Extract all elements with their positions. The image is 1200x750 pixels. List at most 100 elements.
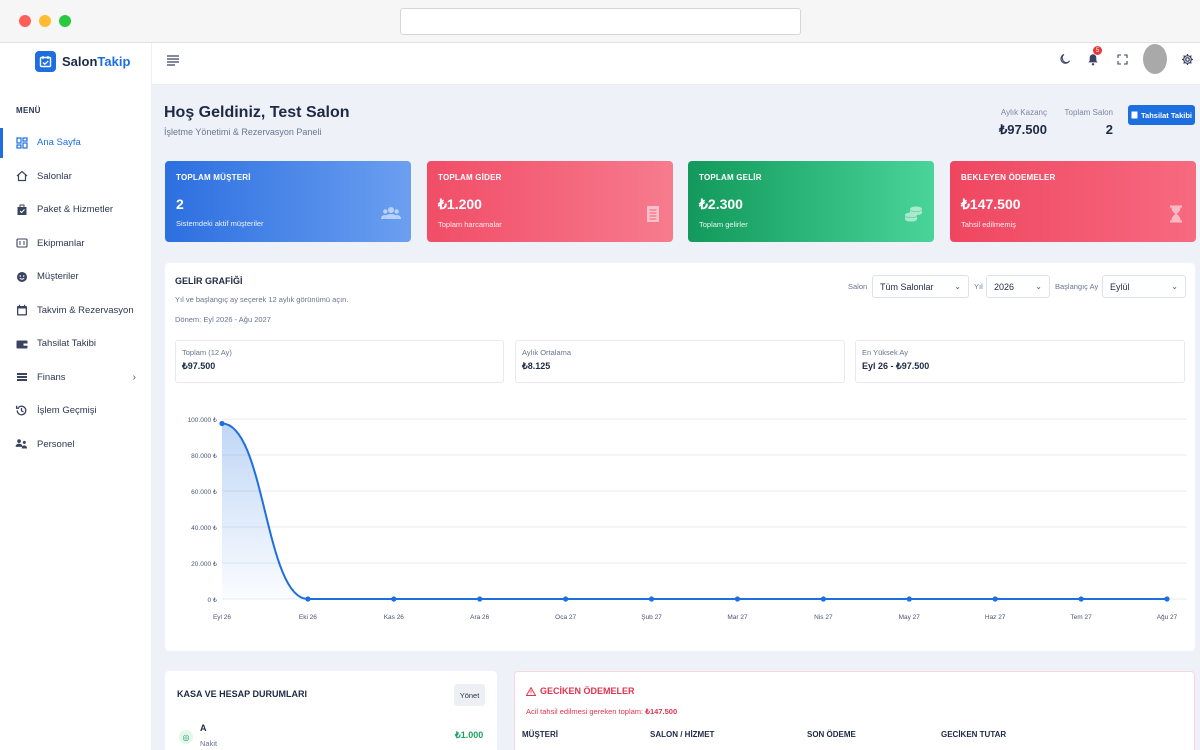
summary-value: ₺8.125 bbox=[522, 361, 551, 371]
card-subtitle: Sistemdeki aktif müşteriler bbox=[176, 219, 264, 228]
summary-value: ₺97.500 bbox=[182, 361, 216, 371]
sidebar-item-takvim-rezervasyon[interactable]: Takvim & Rezervasyon bbox=[0, 294, 151, 328]
data-point bbox=[992, 596, 998, 602]
warning-icon bbox=[526, 686, 536, 696]
column-header-salon-service: SALON / HİZMET bbox=[650, 730, 715, 739]
tahsilat-takibi-button[interactable]: Tahsilat Takibi bbox=[1128, 105, 1195, 125]
income-area bbox=[222, 423, 1167, 599]
summary-label: Toplam (12 Ay) bbox=[182, 348, 232, 357]
fullscreen-icon[interactable] bbox=[1115, 52, 1129, 66]
column-header-customer: MÜŞTERİ bbox=[522, 730, 558, 739]
maximize-window-button[interactable] bbox=[59, 15, 71, 27]
sidebar-item-salonlar[interactable]: Salonlar bbox=[0, 160, 151, 194]
gear-icon[interactable] bbox=[1180, 52, 1194, 66]
column-header-overdue-amount: GECİKEN TUTAR bbox=[941, 730, 1007, 739]
menu-heading: MENÜ bbox=[16, 106, 41, 115]
sidebar-item-finans[interactable]: Finans › bbox=[0, 361, 151, 395]
income-line bbox=[221, 422, 1167, 600]
start-month-filter-label: Başlangıç Ay bbox=[1055, 282, 1099, 291]
calendar-check-icon bbox=[35, 50, 56, 72]
x-tick-label: Oca 27 bbox=[555, 614, 576, 621]
menu-toggle-icon[interactable] bbox=[166, 53, 180, 67]
manage-accounts-button[interactable]: Yönet bbox=[454, 684, 485, 706]
sidebar-item-ekipmanlar[interactable]: Ekipmanlar bbox=[0, 227, 151, 261]
bell-icon[interactable] bbox=[1086, 52, 1100, 66]
accounts-panel: KASA VE HESAP DURUMLARI Yönet ◎ A Nakit … bbox=[165, 671, 497, 750]
sidebar-item-musteriler[interactable]: Müşteriler bbox=[0, 260, 151, 294]
y-tick-label: 80.000 ₺ bbox=[191, 452, 218, 460]
overdue-summary-text: Acil tahsil edilmesi gereken toplam: bbox=[526, 707, 644, 716]
notification-badge: 5 bbox=[1093, 46, 1102, 55]
users-icon bbox=[381, 207, 401, 219]
sidebar-item-label: Personel bbox=[37, 438, 75, 450]
y-tick-label: 100.000 ₺ bbox=[188, 416, 218, 424]
chevron-right-icon: › bbox=[132, 371, 136, 383]
sidebar-item-tahsilat-takibi[interactable]: Tahsilat Takibi bbox=[0, 327, 151, 361]
year-select[interactable]: 2026 ⌄ bbox=[986, 275, 1050, 298]
x-tick-label: Eyl 26 bbox=[213, 614, 231, 621]
data-point bbox=[648, 596, 655, 602]
sidebar-item-paket-hizmetler[interactable]: Paket & Hizmetler bbox=[0, 193, 151, 227]
data-point bbox=[563, 596, 569, 602]
address-bar[interactable] bbox=[400, 8, 801, 35]
data-point bbox=[477, 596, 483, 602]
x-tick-label: Ağu 27 bbox=[1157, 614, 1178, 621]
data-point bbox=[305, 596, 311, 602]
overdue-payments-panel: GECİKEN ÖDEMELER Acil tahsil edilmesi ge… bbox=[514, 671, 1195, 750]
sidebar-item-ana-sayfa[interactable]: Ana Sayfa bbox=[0, 126, 151, 160]
sidebar-item-label: Takvim & Rezervasyon bbox=[37, 304, 134, 316]
salon-filter-label: Salon bbox=[848, 282, 868, 291]
monthly-earnings-label: Aylık Kazanç bbox=[1000, 108, 1047, 117]
y-tick-label: 40.000 ₺ bbox=[191, 524, 218, 532]
y-tick-label: 0 ₺ bbox=[207, 596, 217, 604]
card-subtitle: Toplam gelirler bbox=[699, 220, 748, 229]
calendar-icon bbox=[15, 304, 28, 317]
salon-select[interactable]: Tüm Salonlar ⌄ bbox=[872, 275, 969, 298]
brand-logo[interactable]: SalonTakip bbox=[35, 48, 130, 74]
data-point bbox=[820, 596, 826, 602]
year-select-value: 2026 bbox=[994, 281, 1015, 292]
period-range: Dönem: Eyl 2026 - Ağu 2027 bbox=[175, 315, 271, 324]
sidebar-item-label: Müşteriler bbox=[37, 271, 79, 283]
chevron-down-icon: ⌄ bbox=[1171, 282, 1178, 291]
total-salons-value: 2 bbox=[1105, 122, 1113, 137]
panel-title: GELİR GRAFİĞİ bbox=[175, 276, 243, 286]
stat-card-income[interactable]: TOPLAM GELİR ₺2.300 Toplam gelirler bbox=[688, 161, 934, 242]
sidebar-item-label: Salonlar bbox=[37, 170, 72, 182]
sidebar-item-label: İşlem Geçmişi bbox=[37, 405, 97, 417]
cash-icon: ◎ bbox=[179, 730, 193, 744]
x-tick-label: Nis 27 bbox=[814, 614, 833, 621]
browser-chrome bbox=[0, 0, 1200, 43]
card-title: TOPLAM MÜŞTERİ bbox=[176, 173, 251, 182]
monthly-earnings-value: ₺97.500 bbox=[998, 122, 1047, 137]
x-tick-label: Mar 27 bbox=[727, 614, 748, 621]
equipment-icon bbox=[15, 237, 28, 250]
users-icon bbox=[15, 438, 28, 451]
overdue-summary: Acil tahsil edilmesi gereken toplam: ₺14… bbox=[526, 707, 677, 716]
x-tick-label: Kas 26 bbox=[384, 614, 405, 621]
chevron-down-icon: ⌄ bbox=[1035, 282, 1042, 291]
stat-card-expenses[interactable]: TOPLAM GİDER ₺1.200 Toplam harcamalar bbox=[427, 161, 673, 242]
stat-card-customers[interactable]: TOPLAM MÜŞTERİ 2 Sistemdeki aktif müşter… bbox=[165, 161, 411, 242]
sidebar-item-islem-gecmisi[interactable]: İşlem Geçmişi bbox=[0, 394, 151, 428]
income-chart: 0 ₺ 20.000 ₺ 40.000 ₺ 60.000 ₺ 80.000 ₺ 100.0… bbox=[188, 416, 1187, 621]
salon-select-value: Tüm Salonlar bbox=[880, 281, 934, 292]
account-name: A bbox=[200, 723, 207, 733]
sidebar-item-personel[interactable]: Personel bbox=[0, 428, 151, 462]
data-point bbox=[391, 596, 397, 602]
topbar: 5 bbox=[152, 43, 1200, 85]
data-point bbox=[219, 420, 225, 427]
start-month-select[interactable]: Eylül ⌄ bbox=[1102, 275, 1186, 298]
home-icon bbox=[15, 170, 28, 183]
avatar[interactable] bbox=[1143, 44, 1167, 74]
minimize-window-button[interactable] bbox=[39, 15, 51, 27]
overdue-summary-amount: ₺147.500 bbox=[645, 707, 678, 716]
dark-mode-icon[interactable] bbox=[1058, 52, 1072, 66]
data-point bbox=[1164, 596, 1170, 602]
close-window-button[interactable] bbox=[19, 15, 31, 27]
data-point bbox=[1078, 596, 1084, 602]
account-type: Nakit bbox=[200, 739, 218, 748]
summary-label: En Yüksek Ay bbox=[862, 348, 909, 357]
stat-card-pending[interactable]: BEKLEYEN ÖDEMELER ₺147.500 Tahsil edilme… bbox=[950, 161, 1196, 242]
dashboard-icon bbox=[15, 136, 28, 149]
